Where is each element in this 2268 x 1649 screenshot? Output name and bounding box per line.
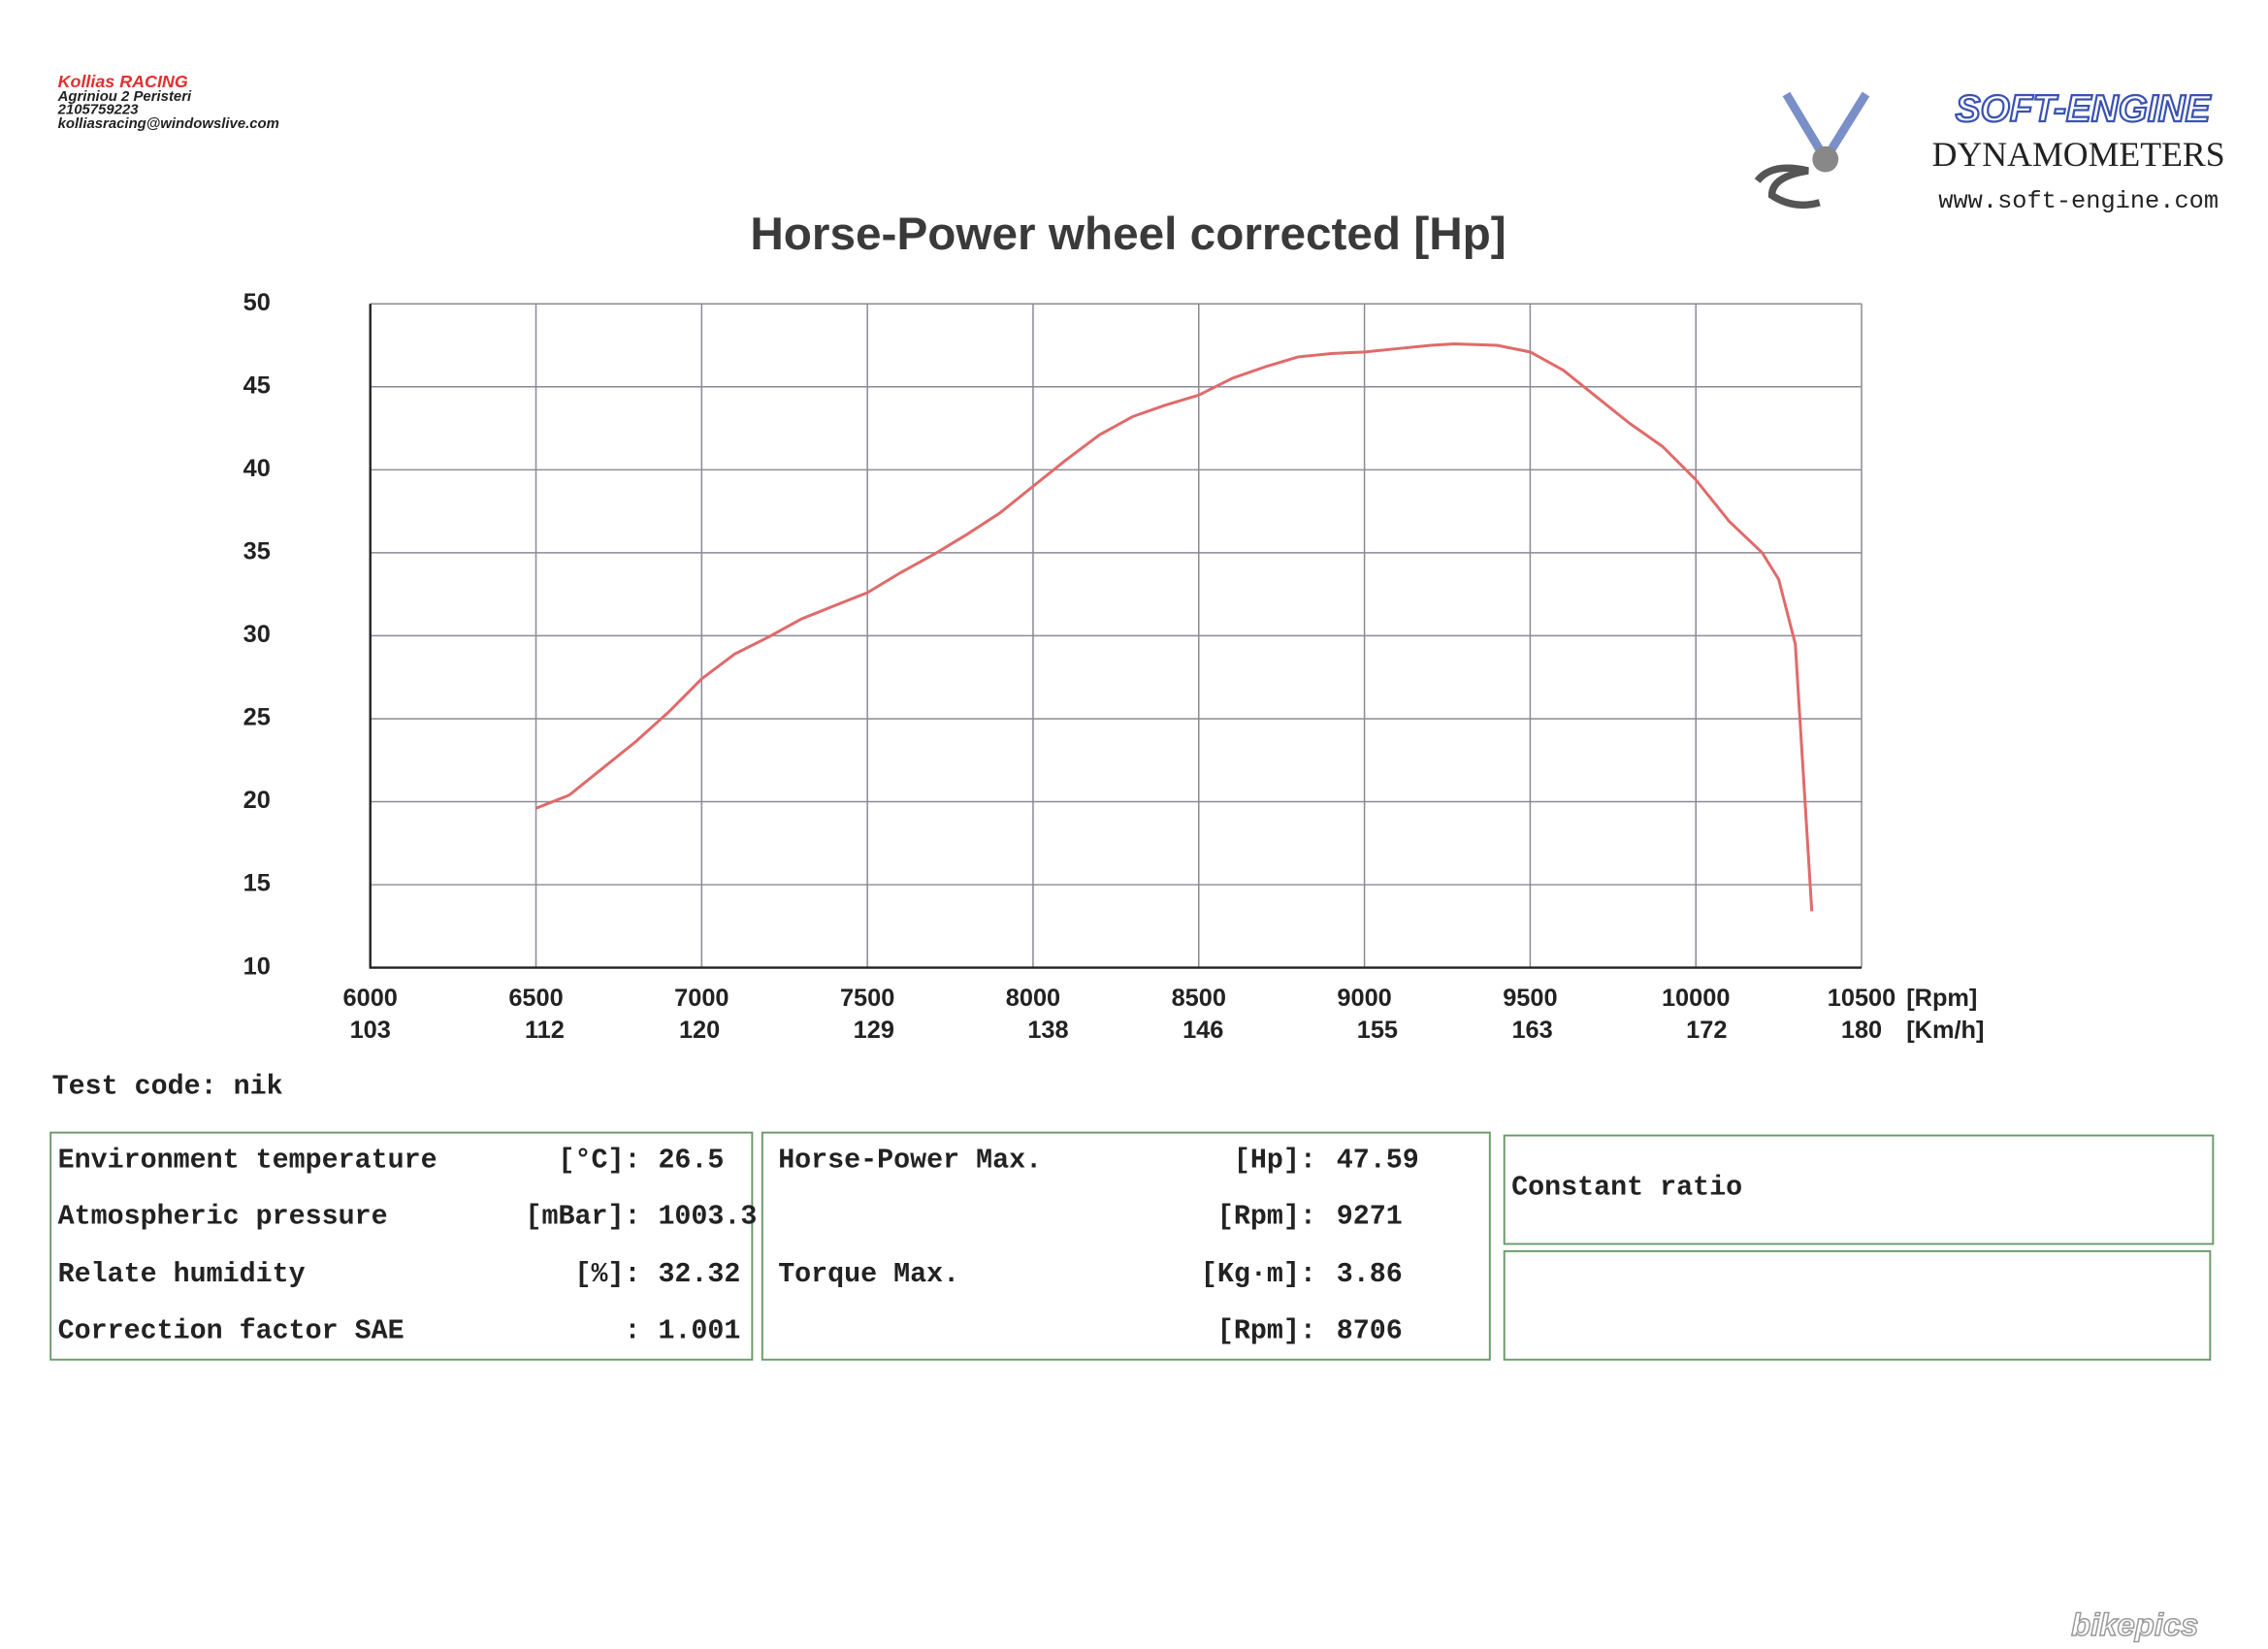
maximum-value: 8706 — [1337, 1314, 1403, 1346]
condition-value: 32.32 — [658, 1258, 740, 1290]
x-tick-label: 9000 — [1337, 985, 1391, 1012]
x2-tick-label: 155 — [1357, 1017, 1398, 1044]
hp-curve — [535, 342, 1814, 912]
y-tick-label: 15 — [243, 870, 271, 897]
condition-label: Environment temperature — [58, 1144, 437, 1176]
x-tick-label: 10500 — [1828, 985, 1895, 1012]
company: Kollias RACING — [58, 72, 188, 91]
y-tick-label: 25 — [243, 704, 271, 731]
ratio-box — [1503, 1134, 2215, 1245]
x-tick-label: 6000 — [343, 985, 398, 1012]
axes — [369, 304, 1863, 969]
maximum-value: 9271 — [1337, 1201, 1403, 1233]
x2-tick-label: 112 — [525, 1017, 565, 1044]
y-tick-label: 30 — [243, 621, 271, 648]
y-tick-label: 35 — [243, 538, 271, 566]
x-axis-label: [Rpm] — [1906, 985, 1977, 1012]
condition-unit: [mBar]: — [526, 1201, 641, 1233]
maximum-label: Torque Max. — [778, 1258, 959, 1290]
x2-tick-label: 180 — [1841, 1017, 1882, 1044]
condition-value: 26.5 — [658, 1144, 724, 1176]
x-tick-label: 7000 — [674, 985, 729, 1012]
y-tick-label: 10 — [243, 953, 271, 980]
condition-unit: [°C]: — [559, 1144, 641, 1176]
condition-unit: : — [625, 1314, 641, 1346]
x2-tick-label: 163 — [1511, 1017, 1552, 1044]
x-tick-label: 7500 — [840, 985, 894, 1012]
condition-value: 1.001 — [658, 1314, 740, 1346]
x-tick-label: 6500 — [508, 985, 563, 1012]
address: Agriniou 2 Peristeri — [57, 89, 192, 105]
condition-unit: [%]: — [575, 1258, 641, 1290]
condition-value: 1003.3 — [658, 1201, 757, 1233]
x-tick-label: 8500 — [1172, 985, 1226, 1012]
y-tick-label: 45 — [243, 372, 271, 399]
empty-box — [1503, 1249, 2212, 1361]
conditions-box — [49, 1131, 754, 1361]
logo-icon — [1754, 91, 1870, 210]
x2-tick-label: 103 — [350, 1017, 391, 1044]
ratio-label: Constant ratio — [1511, 1172, 1742, 1204]
x2-tick-label: 120 — [679, 1017, 720, 1044]
watermark: bikepics — [2071, 1606, 2198, 1642]
y-tick-label: 40 — [243, 455, 271, 482]
logo-subtitle: DYNAMOMETERS — [1932, 135, 2225, 174]
maximum-label: Horse-Power Max. — [778, 1144, 1042, 1176]
condition-label: Relate humidity — [58, 1258, 306, 1290]
x2-tick-label: 129 — [854, 1017, 894, 1044]
maximum-unit: [Hp]: — [1234, 1144, 1316, 1176]
plot: 10 15 20 25 30 35 40 45 50 6000 6500 7000 7500 8000 85… — [243, 289, 1985, 1044]
x-tick-label: 8000 — [1006, 985, 1060, 1012]
x-tick-label: 9500 — [1503, 985, 1557, 1012]
tables: Environment temperature [°C]: 26.5 Atmosphe… — [58, 1144, 1419, 1346]
y-tick-label: 50 — [243, 289, 271, 316]
maximum-unit: [Kg·m]: — [1201, 1258, 1316, 1290]
email: kolliasracing@windowslive.com — [58, 116, 279, 132]
maxima-box — [761, 1131, 1491, 1361]
maximum-unit: [Rpm]: — [1217, 1201, 1316, 1233]
x-tick-label: 10000 — [1662, 985, 1730, 1012]
maximum-value: 3.86 — [1337, 1258, 1403, 1290]
condition-label: Correction factor SAE — [58, 1314, 405, 1346]
condition-label: Atmospheric pressure — [58, 1201, 388, 1233]
logo-brand: SOFT-ENGINE — [1956, 88, 2212, 130]
chart-title: Horse-Power wheel corrected [Hp] — [750, 209, 1506, 260]
maximum-unit: [Rpm]: — [1217, 1314, 1316, 1346]
y-tick-label: 20 — [243, 787, 271, 814]
x2-tick-label: 138 — [1027, 1017, 1068, 1044]
logo-url: www.soft-engine.com — [1938, 187, 2219, 215]
test-code: Test code: nik — [52, 1070, 283, 1102]
x2-axis-label: [Km/h] — [1906, 1017, 1984, 1044]
maximum-value: 47.59 — [1337, 1144, 1419, 1176]
phone: 2105759223 — [57, 102, 140, 117]
x2-tick-label: 172 — [1686, 1017, 1727, 1044]
x2-tick-label: 146 — [1183, 1017, 1223, 1044]
